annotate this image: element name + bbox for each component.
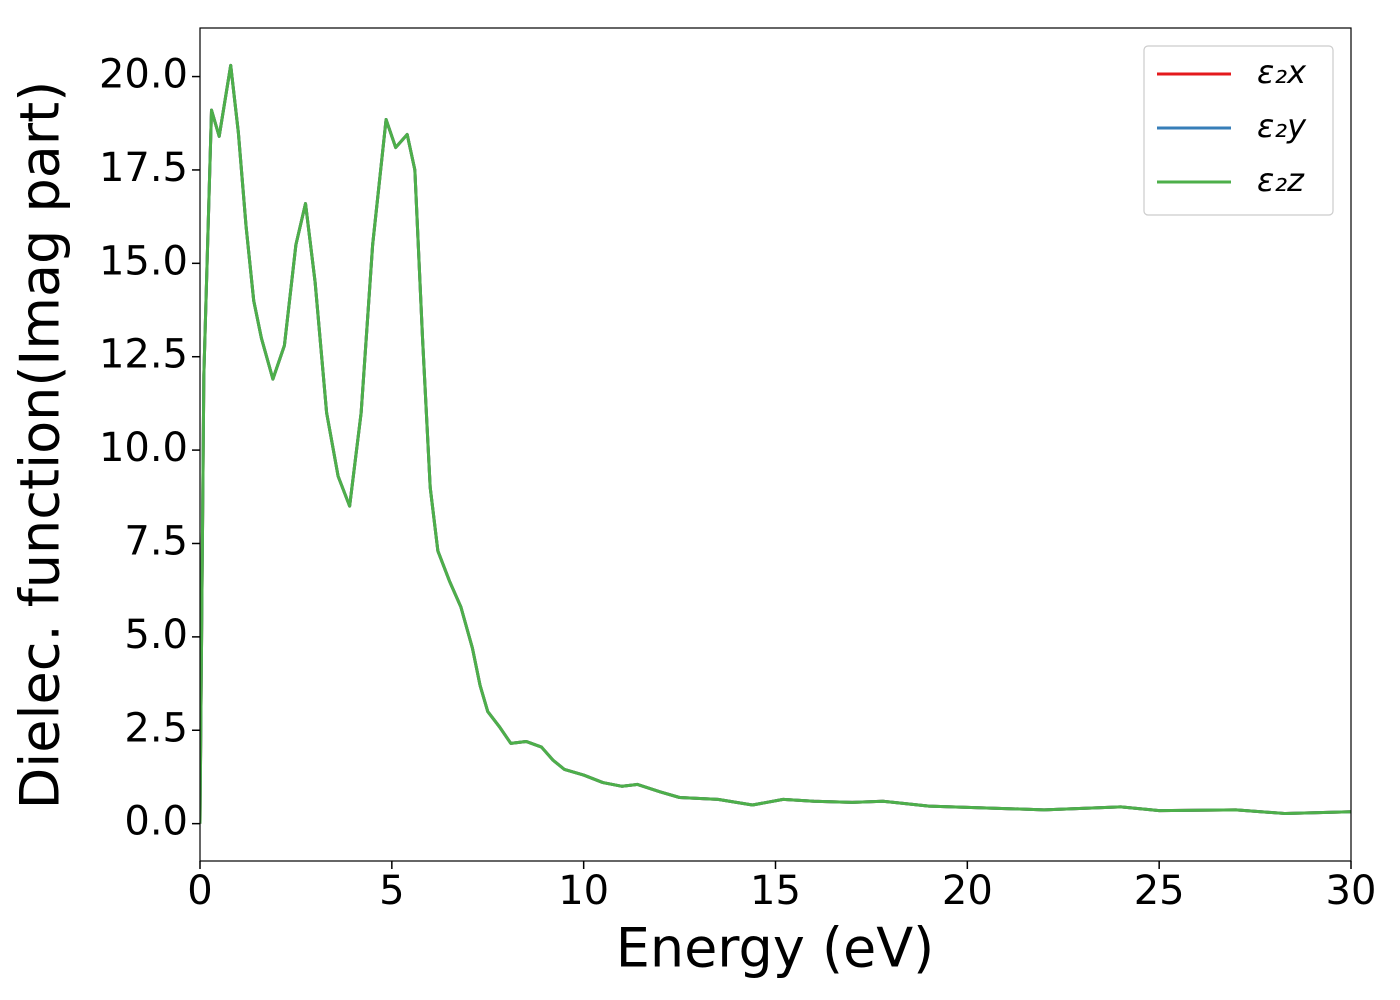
legend-box [1143, 45, 1334, 216]
y-tick-label: 2.5 [124, 705, 188, 751]
y-tick-label: 15.0 [99, 238, 188, 284]
x-tick-label: 25 [1134, 868, 1185, 914]
x-tick-label: 20 [942, 868, 993, 914]
x-tick-label: 30 [1326, 868, 1377, 914]
legend-label: ε₂z [1257, 161, 1305, 199]
y-tick-label: 17.5 [99, 145, 188, 191]
y-axis-label: Dielec. function(Imag part) [9, 81, 72, 810]
legend-label: ε₂x [1257, 53, 1307, 91]
y-tick-label: 7.5 [124, 518, 188, 564]
y-tick-label: 5.0 [124, 612, 188, 658]
x-tick-label: 15 [750, 868, 801, 914]
line [200, 63, 1351, 824]
plot-frame [199, 27, 1352, 862]
y-tick-label: 20.0 [99, 52, 188, 98]
x-tick-label: 10 [558, 868, 609, 914]
y-tick-label: 10.0 [99, 425, 188, 471]
x-tick-label: 0 [187, 868, 212, 914]
y-tick-label: 12.5 [99, 332, 188, 378]
x-axis-label: Energy (eV) [616, 917, 935, 980]
x-tick-label: 5 [379, 868, 404, 914]
y-tick-label: 0.0 [124, 799, 188, 845]
legend-label: ε₂y [1257, 107, 1307, 145]
